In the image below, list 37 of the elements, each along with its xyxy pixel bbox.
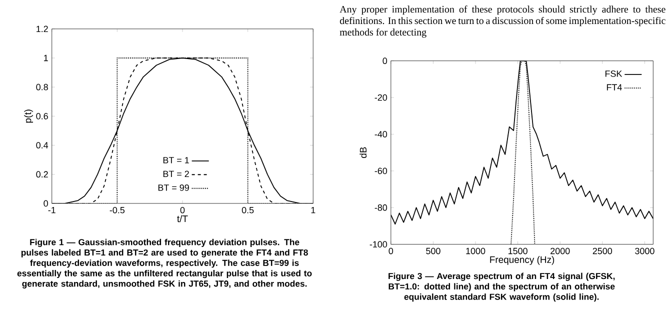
y-tick-label: 0.6 [36,112,48,120]
y-tick-label: 0 [382,58,388,64]
x-tick-label: 1000 [466,248,486,254]
y-tick-label: 0.8 [36,84,48,90]
caption: Figure 1 — Gaussian-smoothed frequency deviation pulses. The pulses labeled BT=1 and BT=2 are used to generate the FT4 and FT8 frequency-deviation waveforms, respectively. The case BT=99 is essentially the same as the unfiltered rectangular pulse that is used to generate standard, unsmoothed FSK in JT65, JT9, and other modes. [17,238,312,288]
x-tick-label: -0.5 [110,206,125,214]
legend-label: FT4 [606,84,622,90]
y-axis-title: p(t) [24,110,34,123]
y-tick-label: -100 [370,241,388,248]
text: Any proper implementation of these protocols should strictly adhere to these definitions. In this section we turn to a discussion of some implementation-specific methods for detecting [340,5,666,38]
y-tick-label: -60 [374,168,388,174]
x-axis-title: Frequency (Hz) [490,256,554,265]
x-axis-title: t/T [177,215,188,222]
y-tick-label: 0.2 [36,171,48,178]
y-tick-label: -20 [374,94,388,101]
x-tick-label: -1 [48,206,56,214]
x-tick-label: 0 [180,206,185,214]
y-tick-label: 0 [44,200,48,207]
y-tick-label: -40 [374,130,388,138]
x-tick-label: 1 [311,206,316,214]
y-tick-label: 1.2 [36,26,48,32]
x-tick-label: 2000 [550,248,570,254]
y-axis-title: dB [360,147,367,158]
caption: Figure 3 — Average spectrum of an FT4 signal (GFSK, BT=1.0: dotted line) and the spectrum of an otherwise equivalent standard FSK waveform (solid line). [388,272,615,302]
x-tick-label: 2500 [592,248,612,254]
x-tick-label: 500 [426,248,440,254]
x-tick-label: 0.5 [242,206,254,214]
legend-label: FSK [605,70,622,77]
y-tick-label: 1 [44,54,48,62]
x-tick-label: 3000 [635,248,654,254]
y-tick-label: 0.4 [36,142,48,148]
legend-label: BT = 2 [163,170,189,177]
y-tick-label: -80 [374,204,388,211]
legend-label: BT = 1 [163,157,189,164]
x-tick-label: 0 [388,248,394,254]
x-tick-label: 1500 [508,248,528,254]
legend-label: BT = 99 [158,184,189,191]
